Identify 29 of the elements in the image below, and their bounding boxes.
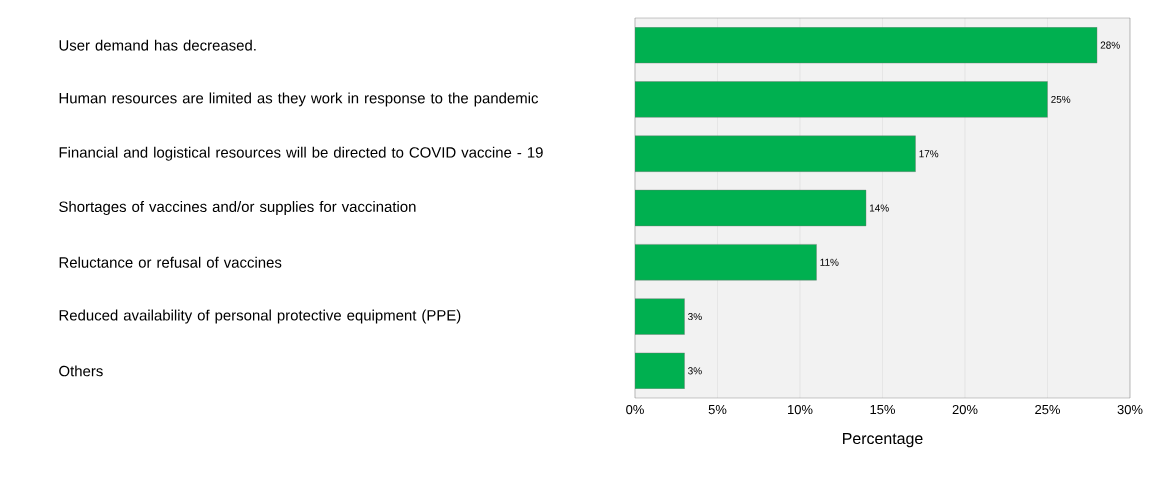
y-tick-label: User demand has decreased. bbox=[59, 39, 256, 51]
x-tick-label: 30% bbox=[1117, 404, 1143, 415]
data-label: 25% bbox=[1051, 95, 1071, 103]
bar bbox=[634, 27, 1098, 64]
data-label: 3% bbox=[688, 313, 702, 321]
x-tick-label: 15% bbox=[870, 405, 895, 415]
y-tick-label: Reduced availability of personal protective equipment (PPE) bbox=[59, 309, 461, 324]
bar bbox=[634, 298, 685, 335]
data-label: 14% bbox=[869, 204, 889, 212]
y-tick-label: Financial and logistical resources will be directed to COVID vaccine - 19 bbox=[59, 146, 543, 161]
x-tick-label: 20% bbox=[952, 404, 978, 415]
bar bbox=[634, 352, 685, 389]
data-label: 28% bbox=[1100, 41, 1120, 49]
x-axis-title: Percentage bbox=[843, 432, 923, 448]
bar bbox=[634, 81, 1048, 118]
y-tick-label: Human resources are limited as they work in response to the pandemic bbox=[59, 92, 539, 107]
y-tick-label: Reluctance or refusal of vaccines bbox=[59, 256, 282, 268]
x-tick-label: 5% bbox=[708, 405, 727, 415]
data-label: 17% bbox=[919, 150, 939, 158]
bar bbox=[634, 244, 817, 281]
y-tick-label: Others bbox=[59, 365, 103, 377]
bar bbox=[634, 135, 916, 172]
x-tick-label: 0% bbox=[626, 404, 644, 415]
y-tick-label: Shortages of vaccines and/or supplies for vaccination bbox=[59, 201, 416, 215]
x-tick-label: 10% bbox=[788, 404, 813, 415]
x-tick-label: 25% bbox=[1035, 404, 1060, 415]
bar bbox=[634, 189, 867, 227]
data-label: 11% bbox=[820, 258, 839, 266]
data-label: 3% bbox=[688, 367, 702, 375]
